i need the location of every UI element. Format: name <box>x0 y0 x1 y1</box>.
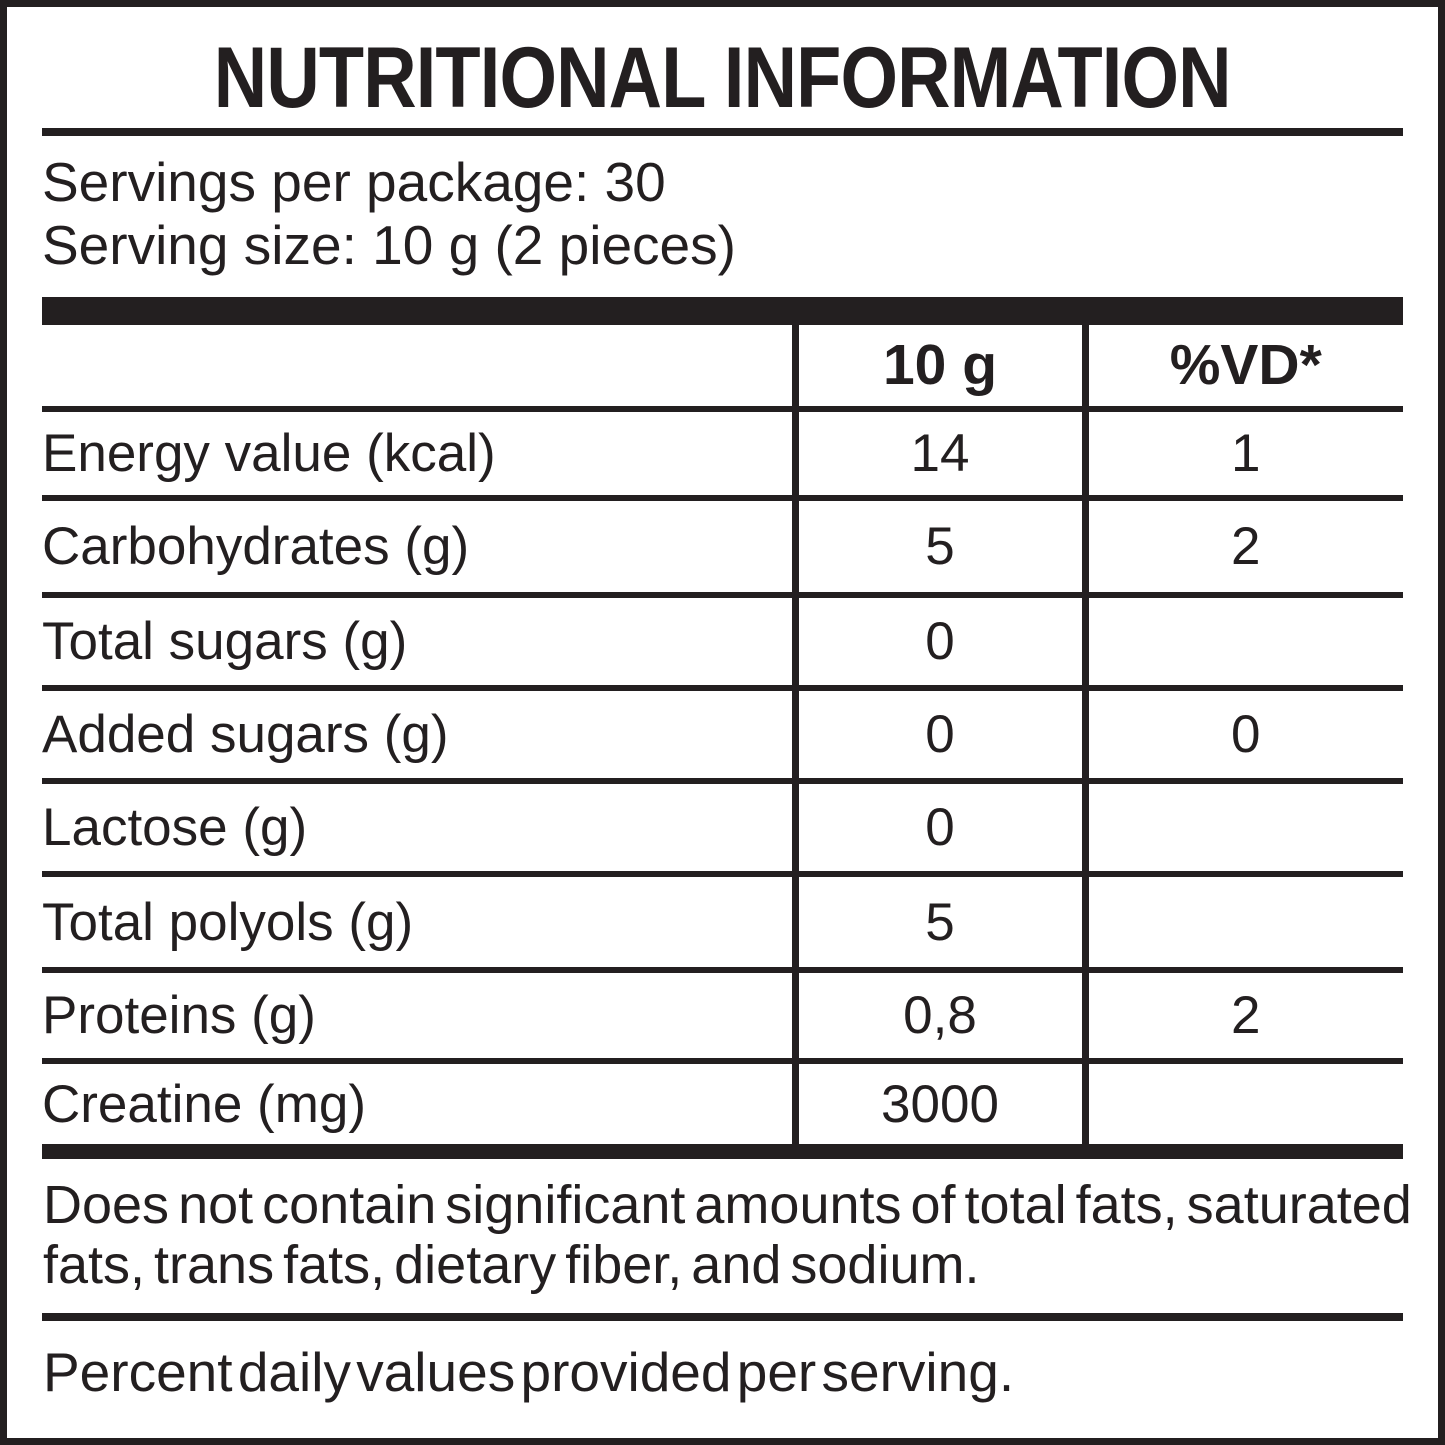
nutrient-amount: 0 <box>791 595 1085 691</box>
column-header-amount: 10 g <box>791 325 1085 412</box>
nutrient-daily-value <box>1081 874 1403 973</box>
nutrient-daily-value: 2 <box>1081 970 1403 1064</box>
nutrient-name: Total sugars (g) <box>42 595 795 691</box>
nutrient-daily-value: 2 <box>1081 498 1403 598</box>
nutrient-name: Added sugars (g) <box>42 688 795 784</box>
nutrient-daily-value <box>1081 781 1403 877</box>
nutrient-name: Lactose (g) <box>42 781 795 877</box>
table-row-creatine: Creatine (mg) 3000 <box>42 1061 1403 1144</box>
nutrient-daily-value: 1 <box>1081 409 1403 501</box>
column-header-daily-value: %VD* <box>1081 325 1403 412</box>
column-header-nutrient <box>42 325 795 412</box>
serving-info: Servings per package: 30 Serving size: 1… <box>42 151 1422 277</box>
nutrient-amount: 0 <box>791 781 1085 877</box>
title-underline <box>42 128 1403 136</box>
note-line-1: Does not contain significant amounts of … <box>43 1175 1412 1235</box>
table-row-lactose: Lactose (g) 0 <box>42 781 1403 877</box>
nutrition-table: 10 g %VD* Energy value (kcal) 14 1 Carbo… <box>42 325 1403 1144</box>
daily-value-note: Percent daily values provided per servin… <box>43 1341 1015 1403</box>
nutrient-name: Total polyols (g) <box>42 874 795 973</box>
servings-per-package: Servings per package: 30 <box>42 151 666 213</box>
page-title-text: NUTRITIONAL INFORMATION <box>214 30 1232 126</box>
note-line-2: fats, trans fats, dietary fiber, and sod… <box>43 1235 980 1295</box>
footnote-divider <box>42 1313 1403 1321</box>
nutrient-daily-value <box>1081 595 1403 691</box>
nutrient-name: Carbohydrates (g) <box>42 498 795 598</box>
nutrient-amount: 14 <box>791 409 1085 501</box>
nutrient-name: Proteins (g) <box>42 970 795 1064</box>
separator-bar-top <box>42 297 1403 325</box>
nutrient-amount: 5 <box>791 874 1085 973</box>
nutrient-name: Creatine (mg) <box>42 1074 366 1134</box>
table-row-total-sugars: Total sugars (g) 0 <box>42 595 1403 691</box>
nutrient-amount: 5 <box>791 498 1085 598</box>
separator-bar-bottom <box>42 1144 1403 1159</box>
page-title: NUTRITIONAL INFORMATION <box>42 35 1403 121</box>
table-row-energy: Energy value (kcal) 14 1 <box>42 409 1403 501</box>
nutrient-daily-value: 0 <box>1081 688 1403 784</box>
no-significant-amounts-note: Does not contain significant amounts of … <box>43 1175 1433 1295</box>
nutrient-amount: 0 <box>791 688 1085 784</box>
serving-size: Serving size: 10 g (2 pieces) <box>42 214 736 276</box>
nutrient-daily-value <box>1081 1061 1403 1144</box>
nutrient-name: Energy value (kcal) <box>42 409 795 501</box>
table-row-total-polyols: Total polyols (g) 5 <box>42 874 1403 973</box>
nutrient-amount: 0,8 <box>791 970 1085 1064</box>
nutrient-amount: 3000 <box>791 1061 1085 1144</box>
table-row-carbohydrates: Carbohydrates (g) 5 2 <box>42 498 1403 598</box>
table-header-row: 10 g %VD* <box>42 325 1403 412</box>
table-row-added-sugars: Added sugars (g) 0 0 <box>42 688 1403 784</box>
table-row-proteins: Proteins (g) 0,8 2 <box>42 970 1403 1064</box>
